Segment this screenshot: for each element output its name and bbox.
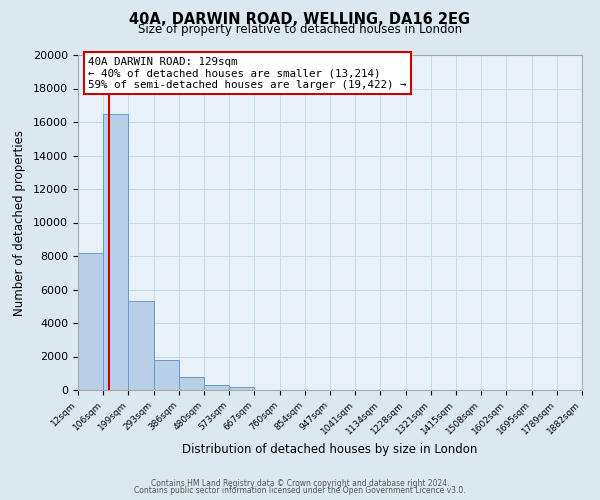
Text: Size of property relative to detached houses in London: Size of property relative to detached ho… — [138, 22, 462, 36]
Text: 40A DARWIN ROAD: 129sqm
← 40% of detached houses are smaller (13,214)
59% of sem: 40A DARWIN ROAD: 129sqm ← 40% of detache… — [88, 56, 407, 90]
Bar — [103, 114, 128, 390]
Bar — [154, 360, 179, 390]
Text: Contains HM Land Registry data © Crown copyright and database right 2024.: Contains HM Land Registry data © Crown c… — [151, 478, 449, 488]
Bar — [204, 385, 229, 390]
Bar — [179, 376, 204, 390]
Bar — [128, 301, 154, 390]
Text: Contains public sector information licensed under the Open Government Licence v3: Contains public sector information licen… — [134, 486, 466, 495]
Y-axis label: Number of detached properties: Number of detached properties — [13, 130, 26, 316]
Bar — [229, 386, 254, 390]
Text: 40A, DARWIN ROAD, WELLING, DA16 2EG: 40A, DARWIN ROAD, WELLING, DA16 2EG — [130, 12, 470, 28]
X-axis label: Distribution of detached houses by size in London: Distribution of detached houses by size … — [182, 443, 478, 456]
Bar — [78, 252, 103, 390]
